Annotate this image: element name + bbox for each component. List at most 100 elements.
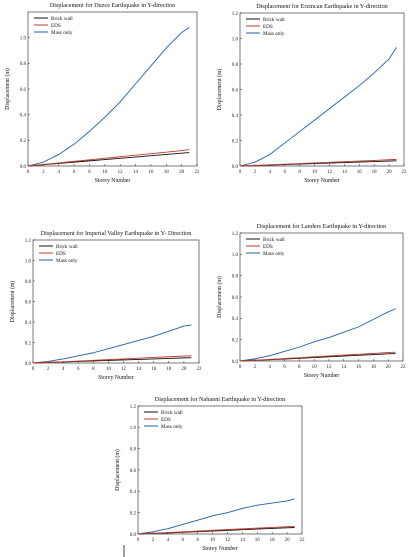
x-tick-label: 14 [341,365,347,370]
legend-entry: Mass only [161,424,183,430]
y-axis-label: Displacement (m) [216,69,223,111]
y-tick-label: 0.6 [232,296,239,301]
x-tick-label: 20 [181,367,187,372]
x-tick-label: 6 [283,365,286,370]
y-tick-label: 0.4 [25,321,32,326]
x-axis-label: Storey Number [202,546,238,552]
x-tick-label: 2 [152,538,155,543]
y-tick-label: 0.4 [232,317,239,322]
legend-entry: Brick wall [161,410,183,416]
series-line-mass-only [27,27,190,167]
y-axis-label: Displacement (m) [4,68,11,110]
x-tick-label: 0 [32,367,35,372]
x-tick-label: 12 [225,538,231,543]
x-tick-label: 14 [133,170,139,175]
series-line-mass-only [32,324,192,364]
x-tick-label: 20 [386,365,392,370]
x-tick-label: 14 [136,367,142,372]
y-tick-label: 0.8 [25,280,32,285]
x-tick-label: 14 [240,538,246,543]
x-tick-label: 18 [166,367,172,372]
y-tick-label: 0.8 [232,274,239,279]
series-line-eds [239,158,397,167]
x-tick-label: 4 [167,538,170,543]
series-line-eds [32,355,192,364]
legend-entry: EDS [263,244,273,250]
series-line-mass-only [239,47,397,167]
y-tick-label: 0.6 [232,88,239,93]
legend-entry: EDS [56,251,66,257]
x-tick-label: 10 [210,538,216,543]
y-tick-label: 0.2 [25,341,32,346]
x-tick-label: 8 [88,170,91,175]
legend-entry: Mass only [56,258,78,264]
y-tick-label: 0.0 [232,360,239,365]
x-tick-label: 18 [270,538,276,543]
x-tick-label: 2 [254,170,257,175]
x-tick-label: 22 [300,538,306,543]
legend-entry: EDS [51,23,61,29]
y-tick-label: 0.0 [20,165,27,170]
y-tick-label: 0.4 [20,113,27,118]
legend-entry: Mass only [263,31,285,37]
x-tick-label: 8 [298,170,301,175]
legend-entry: Brick wall [263,17,285,23]
x-tick-label: 6 [181,538,184,543]
y-tick-label: 1.2 [232,232,239,237]
x-tick-label: 4 [62,367,65,372]
x-tick-label: 16 [151,367,157,372]
x-tick-label: 10 [312,365,318,370]
x-tick-label: 12 [326,365,332,370]
chart-title: Displacement for Erzincan Earthquake in … [256,3,388,10]
x-tick-label: 4 [269,170,272,175]
y-tick-label: 1.0 [25,259,32,264]
y-tick-label: 0.0 [25,362,32,367]
x-tick-label: 0 [27,170,30,175]
legend-entry: Brick wall [56,244,78,250]
series-line-mass-only [239,308,396,362]
x-tick-label: 0 [137,538,140,543]
x-tick-label: 2 [42,170,45,175]
x-tick-label: 12 [118,170,124,175]
x-tick-label: 2 [254,365,257,370]
y-tick-label: 1.0 [20,36,27,41]
x-tick-label: 20 [387,170,393,175]
x-tick-label: 8 [196,538,199,543]
x-tick-label: 18 [164,170,170,175]
x-axis-label: Storey Number [304,178,340,184]
y-tick-label: 0.8 [130,447,137,452]
x-tick-label: 6 [77,367,80,372]
y-tick-label: 1.2 [232,12,239,17]
x-tick-label: 22 [401,365,407,370]
x-tick-label: 6 [73,170,76,175]
x-axis-label: Storey Number [95,178,131,184]
series-line-eds [239,351,396,362]
y-tick-label: 0.6 [25,300,32,305]
y-tick-label: 0.2 [232,139,239,144]
x-tick-label: 0 [239,365,242,370]
x-tick-label: 12 [121,367,127,372]
chart-title: Displacement for Imperial Valley Earthqu… [41,230,192,237]
x-tick-label: 22 [402,170,408,175]
series-line-mass-only [137,498,295,535]
x-tick-label: 10 [102,170,108,175]
charts-layer: Displacement for Duzce Earthquake in Y-d… [4,2,407,552]
y-tick-label: 0.2 [130,511,137,516]
x-tick-label: 12 [327,170,333,175]
x-tick-label: 0 [239,170,242,175]
x-tick-label: 4 [57,170,60,175]
y-tick-label: 0.2 [20,139,27,144]
x-tick-label: 10 [106,367,112,372]
x-tick-label: 6 [283,170,286,175]
x-tick-label: 16 [255,538,261,543]
x-tick-label: 2 [47,367,50,372]
x-tick-label: 22 [195,170,201,175]
legend-entry: EDS [161,417,171,423]
y-tick-label: 1.0 [232,253,239,258]
x-tick-label: 14 [342,170,348,175]
y-tick-label: 0.6 [20,88,27,93]
chart-panel-1: Displacement for Duzce Earthquake in Y-d… [4,2,200,184]
legend-entry: Mass only [263,251,285,257]
chart-title: Displacement for Landers Earthquake in Y… [257,223,387,230]
